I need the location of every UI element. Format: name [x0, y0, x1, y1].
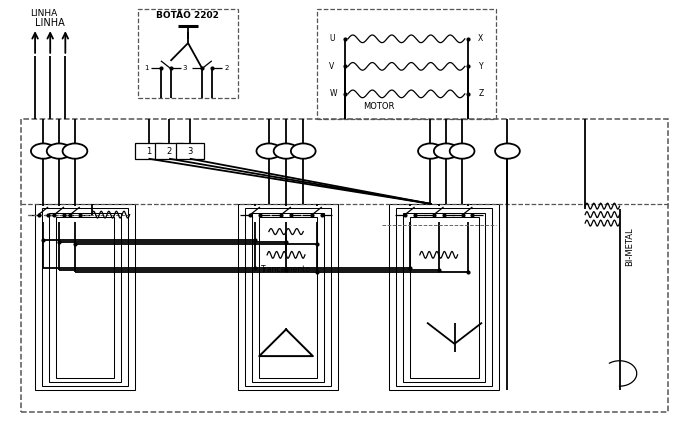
Text: Y: Y — [479, 62, 484, 71]
Circle shape — [495, 144, 520, 159]
Text: W: W — [329, 89, 337, 99]
Text: Z: Z — [478, 89, 484, 99]
Text: V: V — [329, 62, 335, 71]
Text: L$_3$: L$_3$ — [71, 147, 79, 156]
Text: 1: 1 — [144, 65, 149, 71]
Text: LINHA: LINHA — [35, 18, 65, 28]
Text: X: X — [444, 147, 449, 156]
Circle shape — [256, 144, 281, 159]
Text: U: U — [329, 34, 335, 43]
Circle shape — [434, 144, 459, 159]
Text: BI-METAL: BI-METAL — [626, 227, 635, 266]
Text: V: V — [283, 147, 289, 156]
Circle shape — [47, 144, 72, 159]
FancyBboxPatch shape — [156, 144, 183, 159]
Text: W: W — [300, 147, 307, 156]
Circle shape — [450, 144, 475, 159]
Circle shape — [31, 144, 56, 159]
Text: L$_2$: L$_2$ — [55, 147, 63, 156]
Text: 2: 2 — [224, 65, 229, 71]
FancyBboxPatch shape — [176, 144, 203, 159]
Text: 3: 3 — [183, 65, 187, 71]
Text: Trancamento: Trancamento — [261, 266, 311, 275]
Circle shape — [418, 144, 443, 159]
Text: 3: 3 — [187, 147, 192, 156]
Text: X: X — [478, 34, 484, 43]
Text: BOTÃO 2202: BOTÃO 2202 — [156, 11, 219, 20]
Circle shape — [291, 144, 316, 159]
Circle shape — [274, 144, 298, 159]
Text: L$_1$: L$_1$ — [39, 147, 48, 156]
Text: U: U — [266, 147, 271, 156]
Text: 2: 2 — [167, 147, 172, 156]
FancyBboxPatch shape — [135, 144, 163, 159]
Text: MOTOR: MOTOR — [363, 102, 395, 111]
Text: 1: 1 — [146, 147, 151, 156]
Circle shape — [63, 144, 88, 159]
Text: LINHA: LINHA — [30, 8, 57, 18]
Text: Y: Y — [460, 147, 464, 156]
Text: Z: Z — [428, 147, 433, 156]
